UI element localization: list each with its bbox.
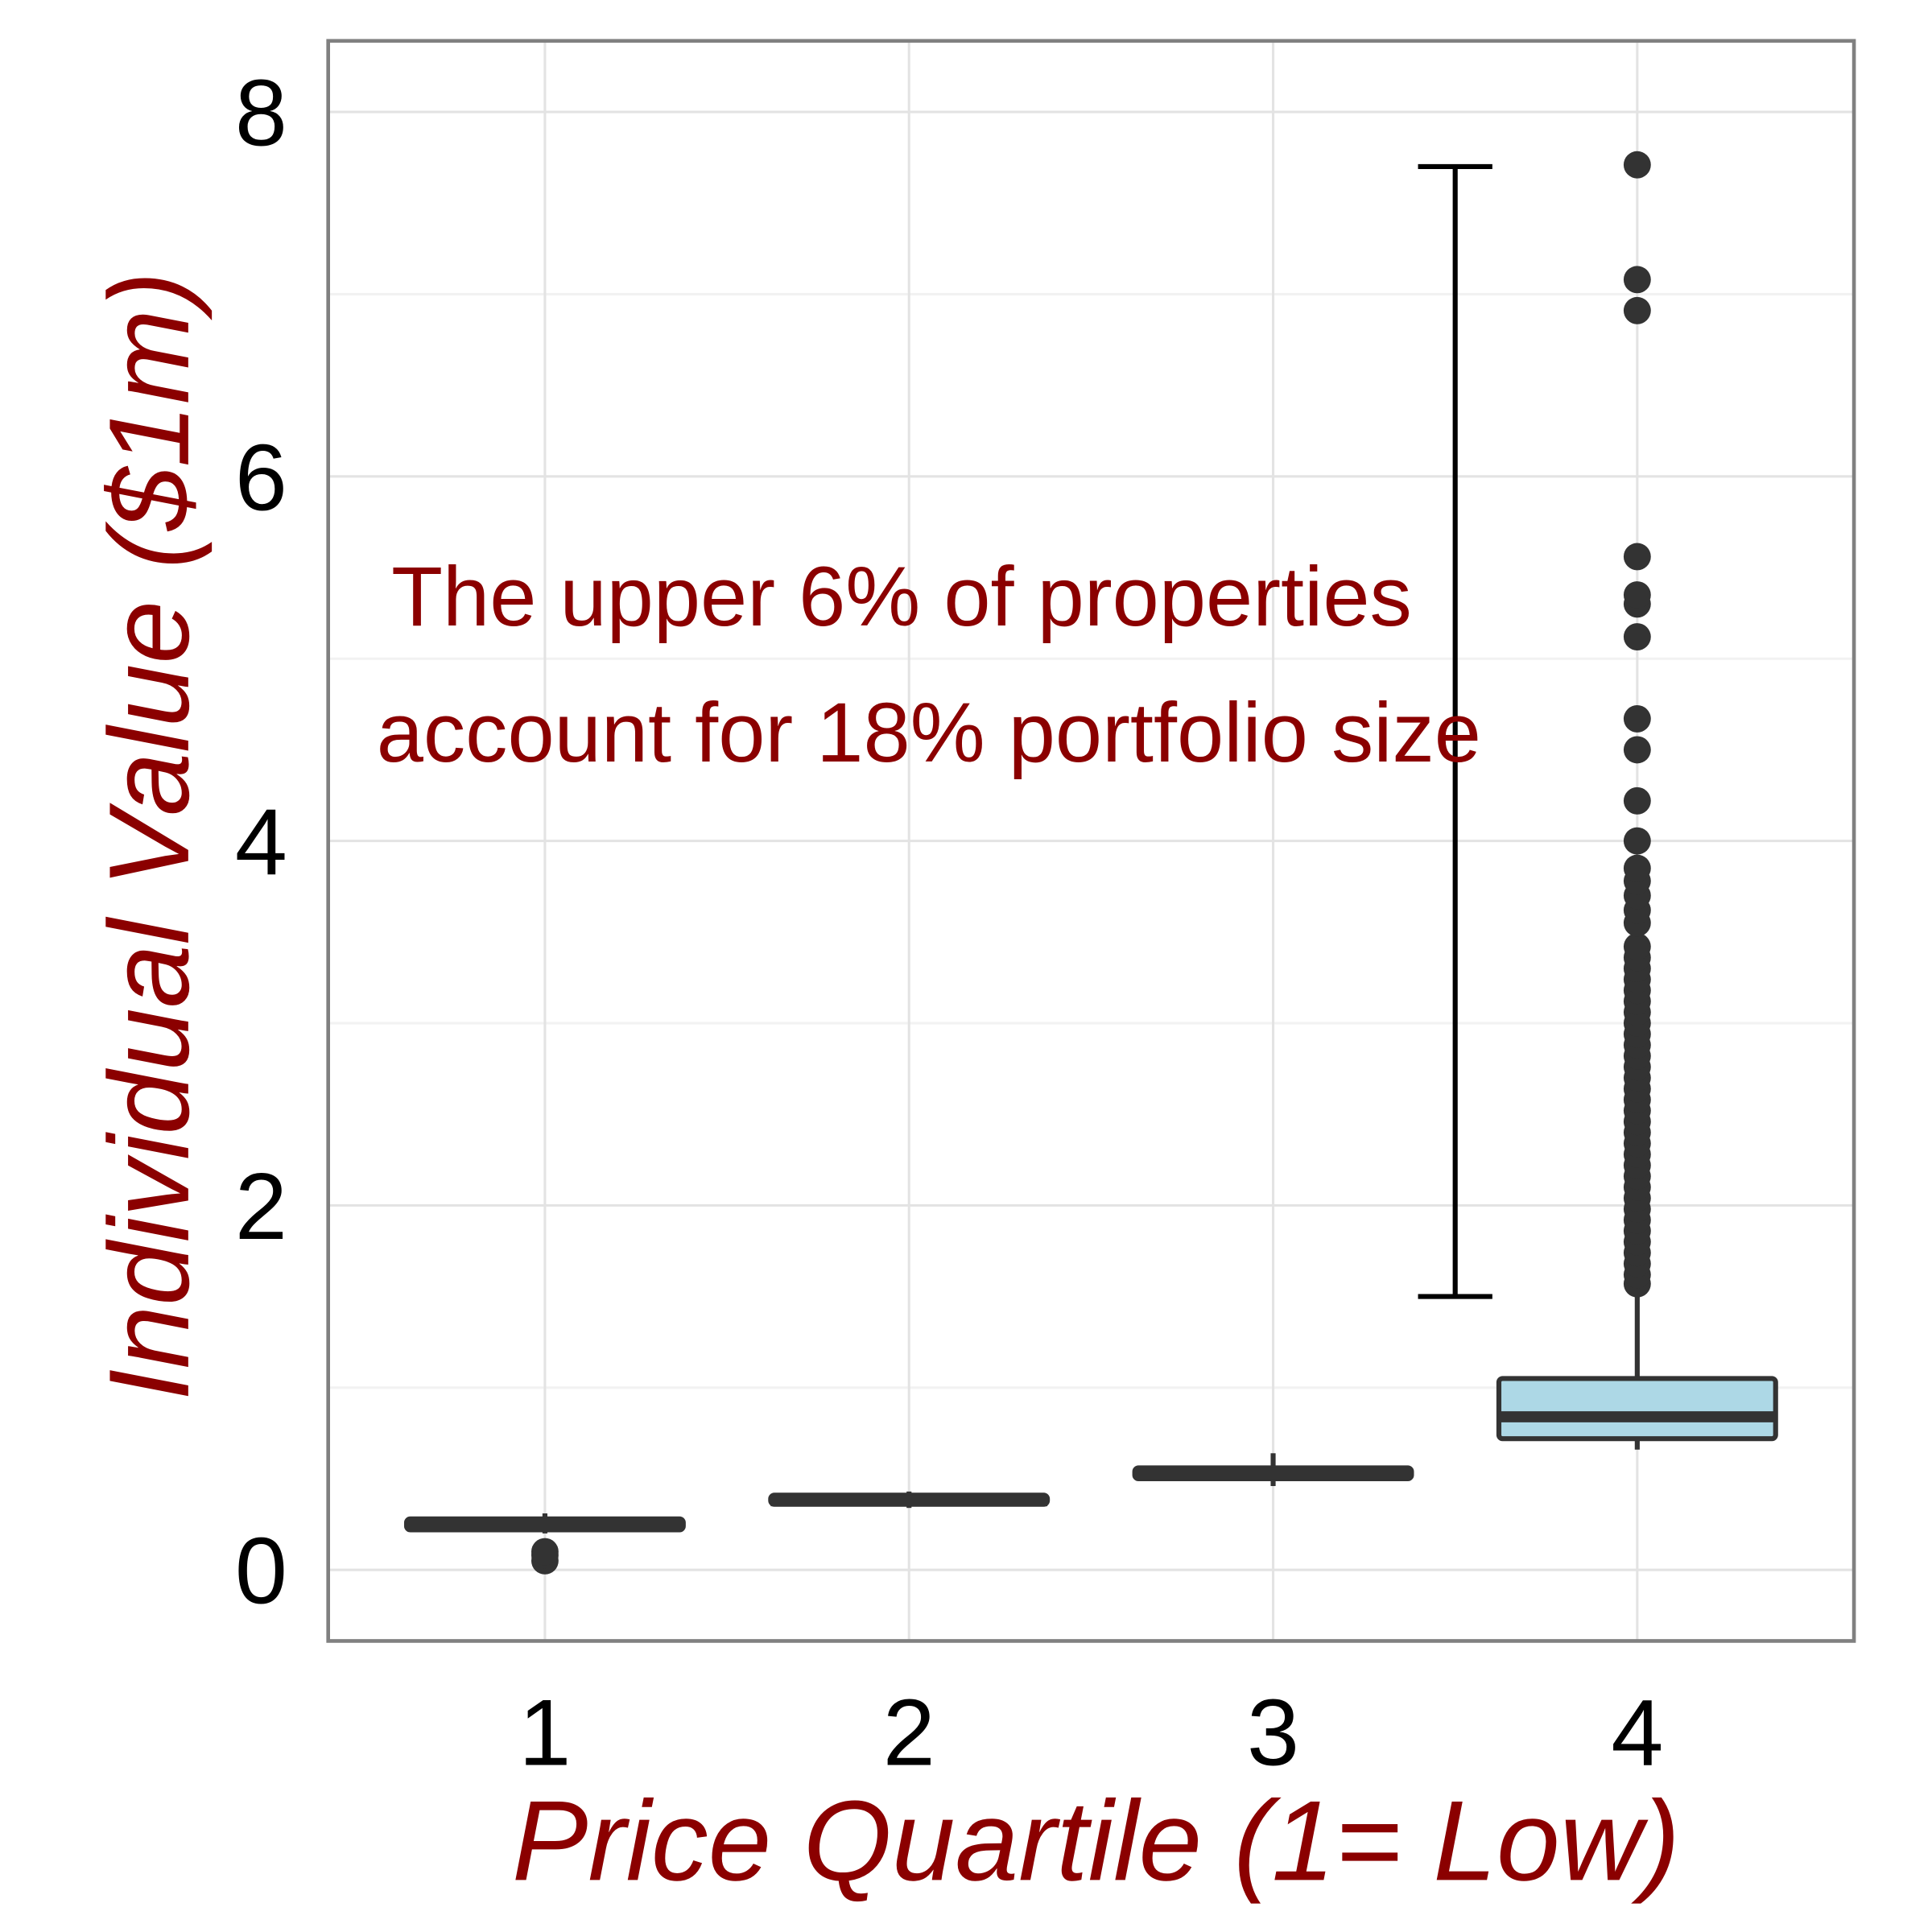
x-axis-title: Price Quartile (1= Low) — [512, 1777, 1680, 1904]
box — [1496, 1376, 1778, 1442]
y-tick-label: 2 — [235, 1154, 287, 1259]
box-group — [1132, 1453, 1414, 1487]
y-axis-title: Individual Value ($1m) — [85, 271, 213, 1401]
x-tick-label: 1 — [518, 1679, 571, 1785]
outlier — [531, 1538, 559, 1566]
y-tick-label: 4 — [235, 789, 287, 894]
y-tick-label: 0 — [235, 1518, 287, 1624]
y-tick-label: 6 — [235, 424, 287, 530]
box-group — [1496, 151, 1778, 1450]
outlier — [1623, 266, 1651, 294]
x-tick-label: 2 — [883, 1679, 935, 1785]
plot-frame — [326, 39, 1856, 1643]
annotation: The upper 6% of properties — [391, 550, 1412, 644]
box-group — [768, 1491, 1051, 1509]
outlier — [1623, 705, 1651, 733]
outlier — [1623, 296, 1651, 324]
box-group — [403, 1513, 686, 1575]
x-tick-label: 4 — [1611, 1679, 1663, 1785]
outlier — [1623, 827, 1651, 855]
outlier — [1623, 581, 1651, 609]
annotation: account for 18% portfolio size — [377, 686, 1481, 780]
outlier — [1623, 623, 1651, 650]
outlier — [1623, 932, 1651, 960]
grid — [328, 40, 1855, 1641]
outlier — [1623, 854, 1651, 882]
x-tick-label: 3 — [1247, 1679, 1299, 1785]
y-tick-label: 8 — [235, 60, 287, 166]
outlier — [1623, 151, 1651, 179]
marks — [403, 151, 1778, 1575]
outlier — [1623, 543, 1651, 571]
outlier — [1623, 786, 1651, 815]
outlier — [1623, 736, 1651, 764]
annotation-group: The upper 6% of properties account for 1… — [377, 550, 1481, 780]
